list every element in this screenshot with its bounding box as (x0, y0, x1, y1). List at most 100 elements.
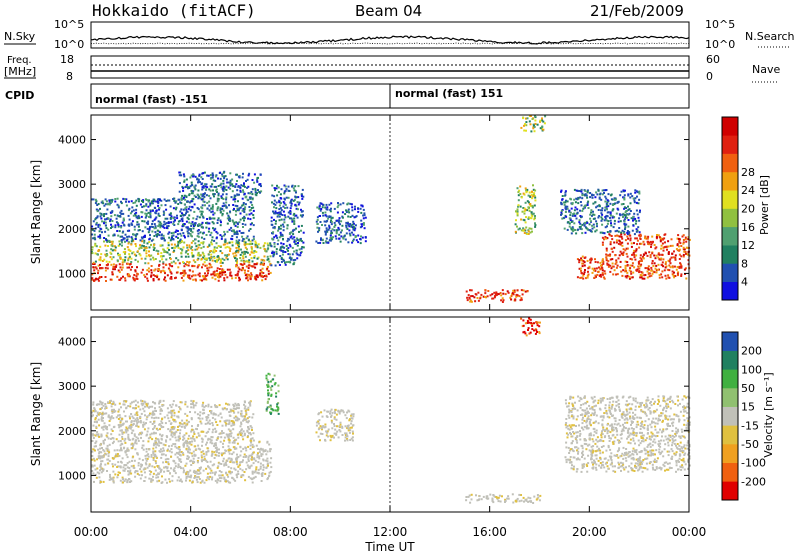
echo-cell (252, 432, 255, 435)
echo-cell (218, 448, 220, 451)
echo-cell (588, 265, 591, 268)
echo-cell (196, 229, 199, 232)
echo-cell (487, 290, 490, 292)
echo-cell (193, 439, 196, 442)
echo-cell (188, 193, 191, 195)
echo-cell (293, 261, 296, 264)
echo-cell (326, 219, 329, 222)
echo-cell (234, 204, 237, 207)
echo-cell (160, 224, 163, 227)
echo-cell (217, 206, 220, 209)
echo-cell (242, 459, 244, 462)
echo-cell (99, 259, 102, 262)
echo-cell (228, 241, 231, 244)
echo-cell (130, 480, 133, 483)
echo-cell (521, 210, 524, 213)
echo-cell (315, 220, 318, 223)
echo-cell (238, 221, 241, 224)
echo-cell (235, 183, 238, 186)
echo-cell (103, 454, 105, 457)
echo-cell (218, 477, 221, 479)
echo-cell (94, 417, 97, 419)
echo-cell (587, 200, 590, 203)
echo-cell (565, 199, 567, 202)
echo-cell (325, 237, 328, 240)
echo-cell (638, 219, 641, 222)
echo-cell (127, 275, 130, 278)
echo-cell (611, 250, 614, 253)
echo-cell (352, 228, 355, 231)
echo-cell (605, 257, 608, 260)
echo-cell (228, 411, 231, 413)
echo-cell (96, 458, 99, 461)
echo-cell (623, 207, 626, 210)
echo-cell (126, 246, 129, 249)
echo-cell (514, 230, 517, 233)
echo-cell (357, 210, 360, 213)
echo-cell (157, 252, 160, 255)
echo-cell (673, 271, 675, 274)
echo-cell (244, 274, 247, 277)
echo-cell (101, 447, 103, 449)
echo-cell (568, 209, 571, 212)
echo-cell (522, 207, 525, 209)
echo-cell (124, 251, 127, 254)
echo-cell (636, 243, 639, 246)
echo-cell (193, 185, 196, 188)
echo-cell (337, 204, 340, 207)
echo-cell (601, 243, 604, 246)
echo-cell (131, 447, 134, 450)
echo-cell (160, 426, 163, 429)
echo-cell (634, 217, 637, 220)
echo-cell (282, 258, 285, 261)
echo-cell (182, 187, 185, 190)
echo-cell (163, 278, 166, 281)
echo-cell (119, 424, 122, 427)
echo-cell (243, 250, 246, 253)
echo-cell (290, 217, 293, 220)
echo-cell (98, 230, 101, 233)
echo-cell (228, 421, 231, 424)
echo-cell (238, 418, 241, 421)
echo-cell (192, 406, 195, 409)
echo-cell (523, 219, 526, 222)
echo-cell (104, 276, 107, 278)
echo-cell (203, 261, 206, 264)
echo-cell (577, 197, 580, 200)
echo-cell (148, 448, 151, 451)
echo-cell (131, 442, 134, 445)
echo-cell (136, 401, 139, 404)
echo-cell (223, 420, 226, 423)
echo-cell (132, 214, 135, 217)
echo-cell (194, 238, 197, 241)
echo-cell (227, 445, 230, 448)
echo-cell (162, 461, 165, 464)
echo-cell (256, 453, 259, 456)
echo-cell (257, 452, 259, 455)
echo-cell (624, 226, 627, 229)
echo-cell (182, 213, 185, 216)
echo-cell (261, 279, 264, 282)
echo-cell (150, 254, 153, 257)
echo-cell (626, 261, 629, 264)
echo-cell (167, 461, 170, 464)
echo-cell (529, 123, 532, 126)
echo-cell (95, 217, 98, 220)
echo-cell (351, 241, 354, 244)
echo-cell (183, 271, 186, 273)
echo-cell (620, 270, 623, 273)
echo-cell (244, 241, 247, 244)
echo-cell (258, 440, 261, 443)
echo-cell (668, 269, 671, 272)
freq-tick-bottom: 8 (66, 70, 73, 83)
echo-cell (206, 267, 209, 270)
echo-cell (170, 455, 173, 458)
echo-cell (285, 261, 288, 264)
echo-cell (224, 254, 227, 257)
echo-cell (99, 227, 102, 230)
echo-cell (116, 476, 119, 479)
echo-cell (289, 210, 292, 212)
echo-cell (232, 446, 235, 449)
echo-cell (154, 450, 157, 453)
echo-cell (523, 207, 526, 210)
